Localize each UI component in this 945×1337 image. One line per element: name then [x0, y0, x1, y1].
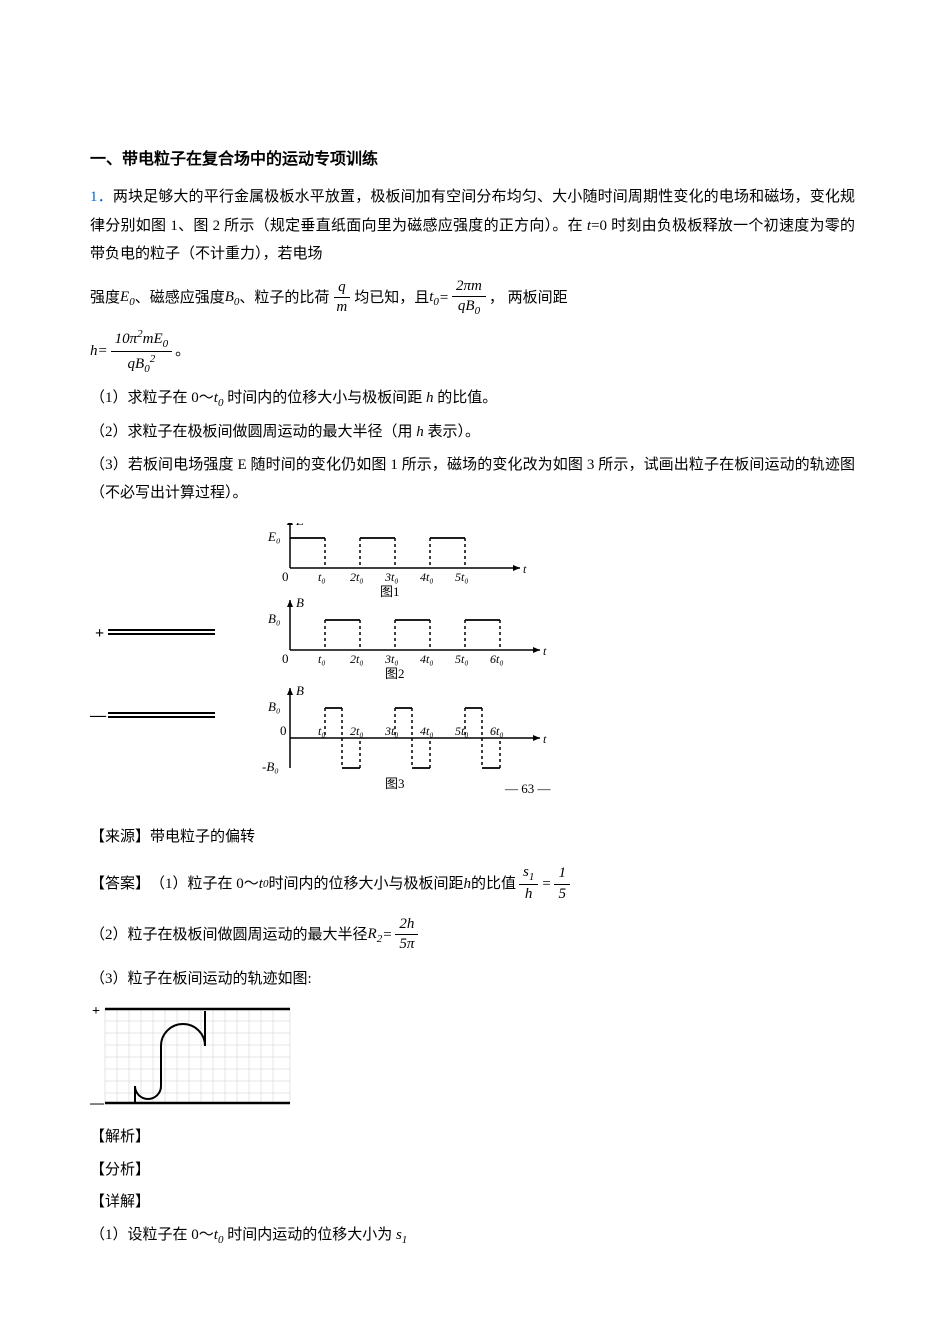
svg-text:+: +	[95, 625, 104, 642]
var-h: h	[90, 337, 98, 366]
plates-bottom: —	[90, 707, 215, 724]
svg-text:0: 0	[282, 651, 289, 666]
answer-1: 【答案】 （1）粒子在 0～t0 时间内的位移大小与极板间距 h 的比值 s1 …	[90, 863, 855, 905]
detail-label: 【详解】	[90, 1188, 855, 1217]
svg-text:6t₀: 6t₀	[490, 724, 504, 738]
svg-text:t: t	[543, 644, 547, 658]
var-t0: t0	[429, 283, 439, 313]
plates-top: +	[95, 625, 215, 642]
svg-text:2t₀: 2t₀	[350, 652, 364, 666]
svg-text:4t₀: 4t₀	[420, 724, 434, 738]
problem-paragraph-2: 强度 E0 、磁感应强度 B0 、粒子的比荷 q m 均已知，且 t0 = 2π…	[90, 277, 855, 319]
frac-1-5: 1 5	[554, 864, 570, 904]
h-formula: h = 10π2mE0 qB02 。	[90, 327, 855, 377]
var-E0: E0	[120, 283, 135, 313]
frac-h: 10π2mE0 qB02	[111, 327, 173, 377]
svg-text:2t₀: 2t₀	[350, 570, 364, 584]
svg-text:3t₀: 3t₀	[384, 724, 399, 738]
svg-text:t₀: t₀	[318, 570, 326, 584]
svg-text:6t₀: 6t₀	[490, 652, 504, 666]
svg-text:B: B	[296, 683, 304, 698]
figures-diagram: + — E E₀ 0 t₀ 2t₀ 3t₀ 4t₀ 5t₀ t 图1	[90, 523, 855, 808]
svg-text:—: —	[90, 1096, 105, 1111]
figure-3: B B₀ -B₀ 0 t₀ 2t₀ 3t₀ 4t₀ 5t₀ 6t₀ t 图3 —…	[262, 683, 552, 796]
text: 、粒子的比荷	[239, 284, 329, 313]
svg-text:3t₀: 3t₀	[384, 652, 399, 666]
text: 均已知，且	[354, 284, 429, 313]
svg-text:t₀: t₀	[318, 652, 326, 666]
frac-t0: 2πm qB0	[452, 277, 486, 319]
text: 。	[175, 337, 190, 366]
svg-text:— 63 —: — 63 —	[504, 781, 552, 796]
answer-3: （3）粒子在板间运动的轨迹如图:	[90, 965, 855, 994]
svg-text:B₀: B₀	[268, 611, 280, 626]
frac-q-over-m: q m	[332, 278, 351, 318]
question-1: （1）求粒子在 0～t0 时间内的位移大小与极板间距 h 的比值。	[90, 384, 855, 414]
svg-text:t: t	[543, 732, 547, 746]
problem-paragraph-1: 1．两块足够大的平行金属极板水平放置，极板间加有空间分布均匀、大小随时间周期性变…	[90, 183, 855, 269]
text: 强度	[90, 284, 120, 313]
figure-2: B B₀ 0 t₀ 2t₀ 3t₀ 4t₀ 5t₀ 6t₀ t 图2	[268, 595, 547, 681]
svg-text:B₀: B₀	[268, 699, 280, 714]
source-line: 【来源】带电粒子的偏转	[90, 823, 855, 852]
svg-text:4t₀: 4t₀	[420, 652, 434, 666]
trajectory-figure: + —	[90, 1001, 855, 1111]
svg-text:图2: 图2	[385, 666, 405, 681]
svg-text:0: 0	[280, 723, 287, 738]
svg-text:t₀: t₀	[318, 724, 326, 738]
problem-number: 1．	[90, 189, 113, 205]
text: ， 两板间距	[489, 284, 568, 313]
svg-text:B: B	[296, 595, 304, 610]
svg-text:5t₀: 5t₀	[455, 724, 469, 738]
svg-text:2t₀: 2t₀	[350, 724, 364, 738]
svg-text:—: —	[90, 707, 107, 724]
svg-text:3t₀: 3t₀	[384, 570, 399, 584]
svg-text:5t₀: 5t₀	[455, 570, 469, 584]
svg-text:图1: 图1	[380, 584, 400, 599]
frac-s1-h: s1 h	[519, 863, 538, 905]
svg-text:+: +	[92, 1004, 100, 1019]
question-3: （3）若板间电场强度 E 随时间的变化仍如图 1 所示，磁场的变化改为如图 3 …	[90, 451, 855, 508]
var-R2: R2	[368, 920, 383, 950]
svg-text:图3: 图3	[385, 776, 405, 791]
svg-text:E₀: E₀	[267, 529, 280, 544]
svg-text:0: 0	[282, 569, 289, 584]
text: 、磁感应强度	[135, 284, 225, 313]
eq: =	[439, 284, 449, 313]
svg-text:t: t	[523, 562, 527, 576]
answer-2: （2）粒子在极板间做圆周运动的最大半径 R2 = 2h 5π	[90, 915, 855, 955]
section-title: 一、带电粒子在复合场中的运动专项训练	[90, 145, 855, 175]
svg-text:4t₀: 4t₀	[420, 570, 434, 584]
var-B0: B0	[225, 283, 240, 313]
figures-svg: + — E E₀ 0 t₀ 2t₀ 3t₀ 4t₀ 5t₀ t 图1	[90, 523, 590, 808]
question-2: （2）求粒子在极板间做圆周运动的最大半径（用 h 表示）。	[90, 418, 855, 447]
eq: =	[98, 337, 108, 366]
svg-text:5t₀: 5t₀	[455, 652, 469, 666]
answer-label: 【答案】	[90, 870, 150, 899]
analysis-label: 【解析】	[90, 1123, 855, 1152]
fenxi-label: 【分析】	[90, 1156, 855, 1185]
detail-1: （1）设粒子在 0～t0 时间内运动的位移大小为 s1	[90, 1221, 855, 1251]
svg-text:E: E	[295, 523, 304, 528]
svg-text:-B₀: -B₀	[262, 759, 279, 774]
figure-1: E E₀ 0 t₀ 2t₀ 3t₀ 4t₀ 5t₀ t 图1	[267, 523, 527, 599]
frac-2h-5pi: 2h 5π	[395, 915, 418, 955]
